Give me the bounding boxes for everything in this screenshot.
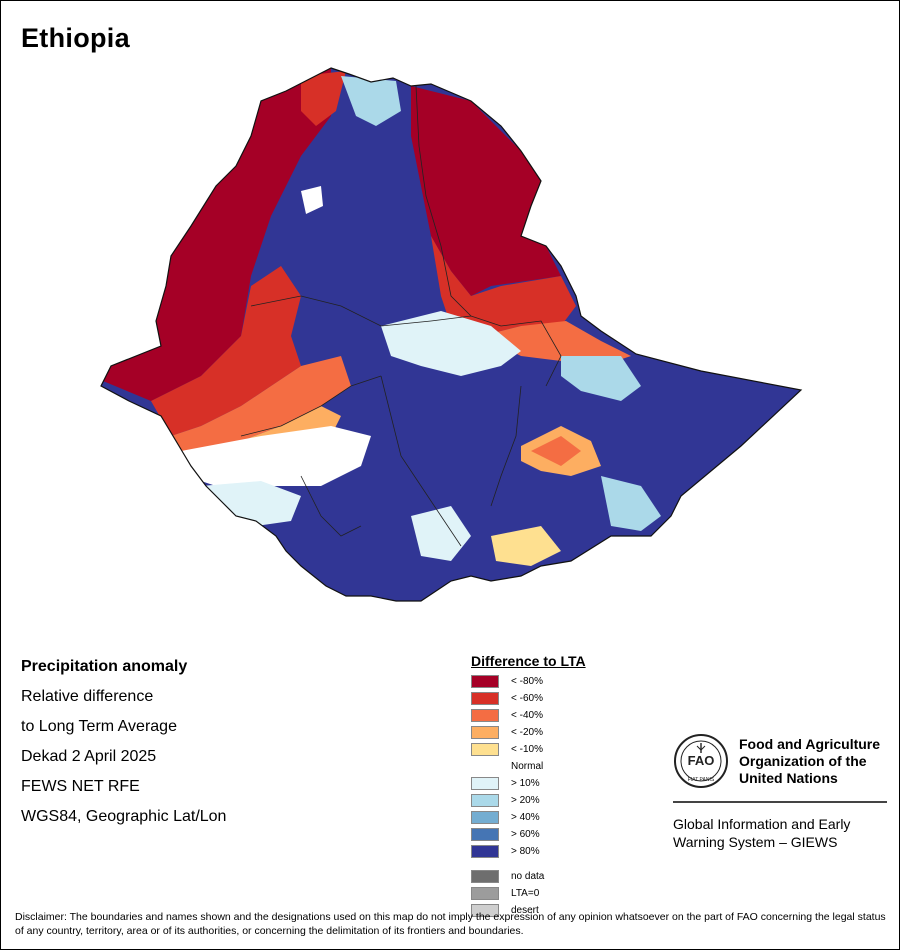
legend-label: > 40%: [511, 812, 540, 823]
legend-swatch: [471, 794, 499, 807]
legend-row: < -60%: [471, 690, 586, 707]
legend-label: > 60%: [511, 829, 540, 840]
legend-row: LTA=0: [471, 885, 586, 902]
legend-row: no data: [471, 868, 586, 885]
legend-label: > 20%: [511, 795, 540, 806]
fao-org-name: Food and Agriculture Organization of the…: [739, 736, 881, 786]
info-source: FEWS NET RFE: [21, 778, 140, 795]
legend-label: > 80%: [511, 846, 540, 857]
legend-label: > 10%: [511, 778, 540, 789]
map-zone-dry-east: [481, 321, 631, 366]
legend-row: < -20%: [471, 724, 586, 741]
legend-row: > 20%: [471, 792, 586, 809]
legend-swatch: [471, 675, 499, 688]
map-zone-slight-wet-center: [381, 311, 521, 376]
legend-items: < -80% < -60% < -40% < -20% < -10% Normal > 10…: [471, 673, 586, 860]
legend-row: > 80%: [471, 843, 586, 860]
disclaimer: Disclaimer: The boundaries and names sho…: [15, 911, 886, 937]
legend-swatch: [471, 870, 499, 883]
legend-title: Difference to LTA: [471, 653, 586, 669]
legend-label: < -20%: [511, 727, 543, 738]
legend-row: > 40%: [471, 809, 586, 826]
map-lake-tana: [301, 186, 323, 214]
legend-swatch: [471, 845, 499, 858]
fao-logo-text: FAO: [688, 753, 715, 768]
map-zone-very-dry-west: [151, 266, 301, 436]
legend-swatch: [471, 743, 499, 756]
boundary-line-west: [250, 295, 432, 327]
legend-swatch: [471, 692, 499, 705]
map-zone-very-dry-ne: [431, 236, 576, 336]
legend-row: < -80%: [471, 673, 586, 690]
fao-divider: [673, 801, 887, 803]
boundary-line-southwest: [240, 375, 382, 437]
fao-logo-icon: FAO FIAT PANIS: [674, 734, 728, 788]
legend-row: < -10%: [471, 741, 586, 758]
legend-row: > 10%: [471, 775, 586, 792]
boundary-line-east: [430, 315, 562, 387]
boundary-line-north: [415, 85, 472, 317]
fao-logo-motto: FIAT PANIS: [688, 777, 715, 783]
map-title: Ethiopia: [21, 23, 130, 53]
legend: Difference to LTA < -80% < -60% < -40% < -2…: [471, 653, 586, 919]
legend-swatch: [471, 709, 499, 722]
legend-swatch: [471, 760, 499, 773]
legend-row: desert: [471, 902, 586, 919]
map-zone-extreme-dry-ne: [411, 86, 561, 296]
legend-extra-items: no data LTA=0 desert: [471, 868, 586, 919]
boundary-line-southeast: [490, 385, 522, 507]
map-zone-wet-east: [561, 356, 641, 401]
map-info: Precipitation anomaly Relative differenc…: [21, 657, 226, 837]
country-outline: [100, 67, 803, 602]
map-zone-very-dry-north: [301, 71, 346, 126]
map-zone-wet-north: [341, 76, 401, 126]
anomaly-map: [100, 67, 803, 602]
legend-row: < -40%: [471, 707, 586, 724]
legend-swatch: [471, 828, 499, 841]
admin-boundaries: [240, 85, 562, 547]
legend-label: < -10%: [511, 744, 543, 755]
legend-swatch: [471, 887, 499, 900]
legend-gap: [471, 860, 586, 868]
map-zone-slight-wet-south: [411, 506, 471, 561]
info-period: Dekad 2 April 2025: [21, 748, 157, 765]
legend-label: < -60%: [511, 693, 543, 704]
legend-label: desert: [511, 905, 539, 916]
legend-swatch: [471, 811, 499, 824]
info-line-2: to Long Term Average: [21, 718, 177, 735]
legend-swatch: [471, 726, 499, 739]
map-zone-slight-wet-sw: [201, 481, 301, 526]
legend-label: < -80%: [511, 676, 543, 687]
map-zone-normal-sw: [181, 426, 371, 491]
info-projection: WGS84, Geographic Lat/Lon: [21, 808, 227, 825]
boundary-line-southern-region: [300, 475, 362, 537]
legend-label: Normal: [511, 761, 544, 772]
legend-row: > 60%: [471, 826, 586, 843]
map-zone-dry-west: [171, 356, 351, 456]
legend-label: no data: [511, 871, 545, 882]
map-zone-wet-se: [601, 476, 661, 531]
legend-row: Normal: [471, 758, 586, 775]
info-line-1: Relative difference: [21, 688, 154, 705]
legend-swatch: [471, 777, 499, 790]
map-zone-slight-dry-south: [491, 526, 561, 566]
giews-program-name: Global Information and Early Warning Sys…: [673, 816, 851, 850]
legend-label: < -40%: [511, 710, 543, 721]
map-zone-dry-se-core: [531, 436, 581, 466]
info-heading: Precipitation anomaly: [21, 658, 188, 675]
boundary-line-south: [380, 375, 462, 547]
legend-label: LTA=0: [511, 888, 540, 899]
legend-swatch: [471, 904, 499, 917]
